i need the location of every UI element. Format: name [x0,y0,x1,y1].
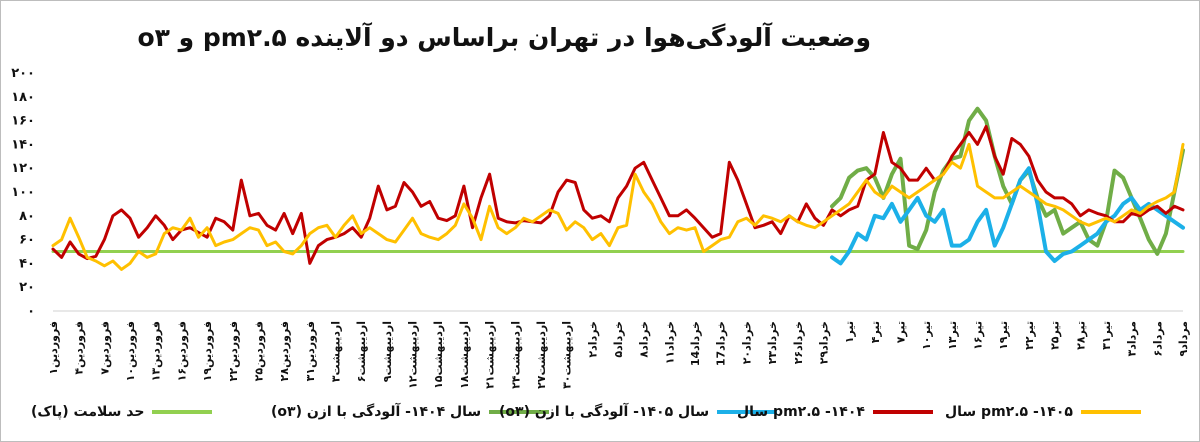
x-tick-label: ۱۹فروردین [201,321,214,381]
x-tick-label: ۳اردیبهشت [330,321,343,382]
x-tick-label: ۴تیر [869,321,882,343]
y-tick-label: ۱۶۰ [11,114,35,129]
legend-label: pm۲.۵ -۱۴۰۴ سال [737,404,865,420]
legend-label: حد سلامت (پاک) [31,404,145,420]
x-tick-label: ۲۹خرداد [817,321,830,364]
legend-label: سال ۱۴۰۵- آلودگی با ازن (o۳) [499,404,710,420]
legend-swatch [1080,410,1141,414]
y-tick-label: ۱۴۰ [11,137,35,152]
legend-swatch [872,410,933,414]
x-tick-label: 17خرداد [715,321,728,366]
x-tick-label: ۲۸فروردین [278,321,291,381]
x-tick-label: ۲۲فروردین [227,321,240,381]
x-tick-label: ۱۸اردیبهشت [458,321,471,389]
x-tick-label: ۸خرداد [638,321,651,358]
x-tick-label: ۱۳فروردین [150,321,163,381]
series-line-1 [830,106,1185,256]
x-tick-label: ۳۱فروردین [304,321,317,381]
y-tick-label: ۱۸۰ [11,90,35,105]
y-tick-label: ۰ [27,304,35,319]
y-tick-label: ۲۰۰ [11,66,35,81]
x-tick-label: ۲۶خرداد [792,321,805,364]
x-tick-label: ۱۰تیر [920,321,933,350]
x-tick-label: ۱تیر [843,321,856,343]
legend-item: pm۲.۵ -۱۴۰۴ سال [737,404,933,420]
x-tick-label: ۱۲اردیبهشت [407,321,420,389]
legend-item: حد سلامت (پاک) [31,404,213,420]
legend-item: سال ۱۴۰۵- آلودگی با ازن (o۳) [499,404,778,420]
chart-title: وضعیت آلودگی‌هوا در تهران براساس دو آلای… [137,23,871,52]
x-tick-label: 14خرداد [689,321,702,366]
x-tick-label: ۶اردیبهشت [355,321,368,382]
x-tick-label: ۲۰خرداد [740,321,753,364]
legend-swatch [152,410,213,414]
x-tick-label: ۲۴اردیبهشت [509,321,522,389]
legend-item: pm۲.۵ -۱۴۰۵ سال [945,404,1141,420]
x-tick-label: ۲۲تیر [1023,321,1036,350]
x-tick-label: ۷تیر [895,321,908,343]
x-tick-label: ۲۵فروردین [252,321,265,381]
x-tick-label: ۳۰اردیبهشت [561,321,574,389]
x-tick-label: ۷فروردین [98,321,111,375]
x-tick-label: ۱۱خرداد [663,321,676,364]
x-tick-label: ۶مرداد [1151,321,1164,356]
y-tick-label: ۱۰۰ [11,185,35,200]
series-line-4 [51,142,1185,271]
x-tick-label: ۲۷اردیبهشت [535,321,548,389]
x-tick-label: ۱۰فروردین [124,321,137,381]
x-tick-label: ۹مرداد [1177,321,1190,356]
x-tick-label: ۱۶تیر [972,321,985,350]
y-tick-label: ۲۰ [19,280,35,295]
legend-swatch [717,410,778,414]
x-tick-label: ۱۵اردیبهشت [432,321,445,389]
x-tick-label: ۲۱اردیبهشت [484,321,497,389]
x-tick-label: ۳۱تیر [1100,321,1113,350]
legend-label: سال ۱۴۰۴- آلودگی با ازن (o۳) [271,404,482,420]
x-tick-label: ۲۸تیر [1074,321,1087,350]
legend-swatch [489,410,550,414]
y-tick-label: ۱۲۰ [11,161,35,176]
x-tick-label: ۱۳تیر [946,321,959,350]
series-line-2 [830,166,1185,266]
x-tick-label: ۳مرداد [1126,321,1139,356]
x-tick-label: ۲خرداد [586,321,599,358]
x-tick-label: ۱۹تیر [997,321,1010,350]
x-tick-label: ۴فروردین [73,321,86,375]
x-tick-label: ۱فروردین [47,321,60,375]
x-tick-label: ۵خرداد [612,321,625,358]
x-tick-label: ۲۳خرداد [766,321,779,364]
x-tick-label: ۱۶فروردین [175,321,188,381]
y-tick-label: ۶۰ [19,233,35,248]
legend-item: سال ۱۴۰۴- آلودگی با ازن (o۳) [271,404,550,420]
y-tick-label: ۸۰ [19,209,35,224]
x-tick-label: ۹اردیبهشت [381,321,394,382]
legend-label: pm۲.۵ -۱۴۰۵ سال [945,404,1073,420]
series-line-3 [51,125,1185,265]
chart-legend: حد سلامت (پاک) سال ۱۴۰۴- آلودگی با ازن (o… [31,404,1181,428]
x-tick-label: ۲۵تیر [1049,321,1062,350]
y-tick-label: ۴۰ [19,256,35,271]
